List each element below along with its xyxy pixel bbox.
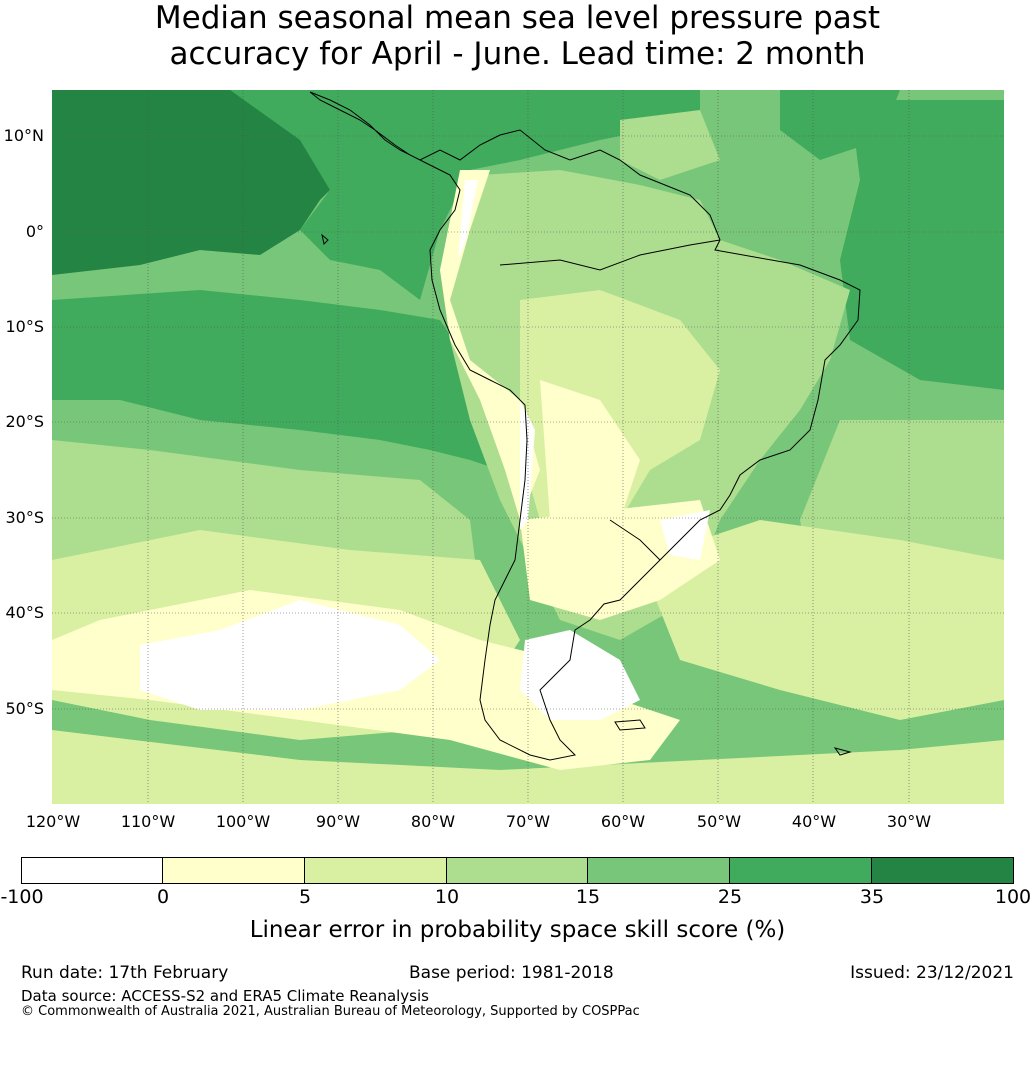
colorbar-segment [21,857,163,884]
colorbar-tick: 10 [434,886,460,908]
lon-label-80w: 80°W [410,812,456,831]
lat-label-10s: 10°S [5,317,44,336]
base-period: Base period: 1981-2018 [409,963,614,983]
copyright: © Commonwealth of Australia 2021, Austra… [21,1004,640,1019]
lon-label-90w: 90°W [315,812,361,831]
colorbar-segment [447,857,588,884]
colorbar-label: Linear error in probability space skill … [249,917,786,943]
title-line-2: accuracy for April - June. Lead time: 2 … [169,36,866,72]
data-source: Data source: ACCESS-S2 and ERA5 Climate … [21,987,429,1005]
colorbar-segment [163,857,305,884]
colorbar-tick: 35 [859,886,885,908]
map-title: Median seasonal mean sea level pressure … [0,0,1035,72]
colorbar-segment [730,857,872,884]
colorbar-tick: 5 [298,886,312,908]
colorbar-tick: 100 [994,886,1032,908]
lat-label-50s: 50°S [5,699,44,718]
colorbar-segment [305,857,447,884]
lat-label-20s: 20°S [5,412,44,431]
colorbar-tick: 25 [717,886,743,908]
colorbar-segment [872,857,1013,884]
colorbar-segment [588,857,730,884]
lon-label-100w: 100°W [215,812,271,831]
coastline [309,91,861,761]
lon-label-110w: 110°W [120,812,176,831]
title-line-1: Median seasonal mean sea level pressure … [154,0,881,36]
issued-date: Issued: 23/12/2021 [850,963,1014,983]
run-date: Run date: 17th February [21,963,229,983]
lon-label-70w: 70°W [505,812,551,831]
graticule [52,90,1004,804]
colorbar-tick: 0 [156,886,170,908]
skill-field [52,90,1004,804]
lon-label-120w: 120°W [25,812,81,831]
lat-label-40s: 40°S [5,603,44,622]
lat-label-0: 0° [25,222,44,241]
lat-label-10n: 10°N [3,126,44,145]
colorbar-tick: 15 [575,886,601,908]
lon-label-40w: 40°W [791,812,837,831]
colorbar-tick: -100 [0,886,44,908]
lon-label-60w: 60°W [600,812,646,831]
lon-label-30w: 30°W [886,812,932,831]
lat-label-30s: 30°S [5,508,44,527]
skill-score-map [52,90,1004,804]
lon-label-50w: 50°W [696,812,742,831]
